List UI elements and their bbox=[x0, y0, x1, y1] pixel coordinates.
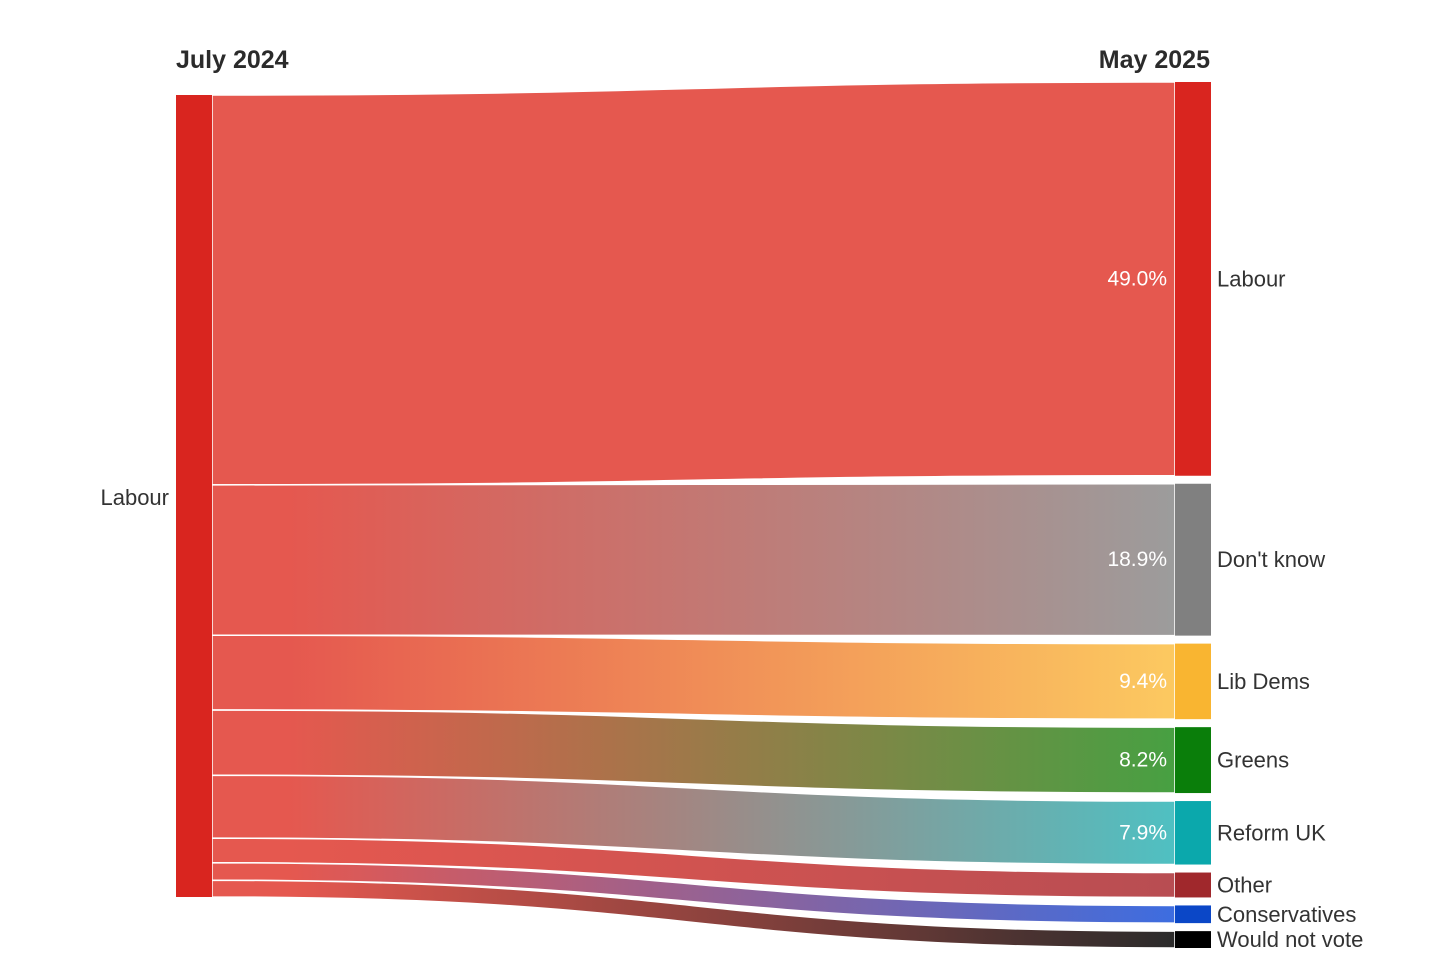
target-label-greens: Greens bbox=[1217, 748, 1289, 773]
source-node-label: Labour bbox=[100, 485, 169, 510]
flow-don-t-know bbox=[211, 482, 1176, 637]
labels-layer: July 2024 May 2025 Labour Labour 49.0% Don… bbox=[100, 46, 1363, 952]
target-label-other: Other bbox=[1217, 872, 1272, 897]
target-node-other bbox=[1175, 872, 1211, 898]
flow-greens bbox=[211, 709, 1176, 794]
target-label-lib-dems: Lib Dems bbox=[1217, 669, 1310, 694]
flow-reform-uk bbox=[211, 774, 1176, 866]
flows-layer bbox=[211, 81, 1176, 949]
value-label-lib-dems: 9.4% bbox=[1119, 670, 1167, 693]
target-column-title: May 2025 bbox=[1099, 46, 1210, 74]
target-label-would-not-vote: Would not vote bbox=[1217, 927, 1363, 952]
target-label-labour: Labour bbox=[1217, 266, 1286, 291]
target-label-reform-uk: Reform UK bbox=[1217, 820, 1326, 845]
target-node-reform-uk bbox=[1175, 801, 1211, 865]
value-label-greens: 8.2% bbox=[1119, 749, 1167, 772]
nodes-layer bbox=[176, 82, 1211, 948]
value-label-don-t-know: 18.9% bbox=[1107, 548, 1167, 571]
target-node-lib-dems bbox=[1175, 643, 1211, 720]
target-node-greens bbox=[1175, 727, 1211, 794]
target-node-labour bbox=[1175, 82, 1211, 476]
target-node-conservatives bbox=[1175, 905, 1211, 924]
flow-labour bbox=[211, 81, 1176, 486]
source-column-title: July 2024 bbox=[176, 46, 289, 74]
value-label-reform-uk: 7.9% bbox=[1119, 821, 1167, 844]
source-node-labour bbox=[176, 95, 212, 897]
value-label-labour: 49.0% bbox=[1107, 267, 1167, 290]
target-node-would-not-vote bbox=[1175, 931, 1211, 948]
target-label-don-t-know: Don't know bbox=[1217, 547, 1325, 572]
target-node-don-t-know bbox=[1175, 483, 1211, 636]
target-label-conservatives: Conservatives bbox=[1217, 902, 1356, 927]
flow-lib-dems bbox=[211, 634, 1176, 720]
